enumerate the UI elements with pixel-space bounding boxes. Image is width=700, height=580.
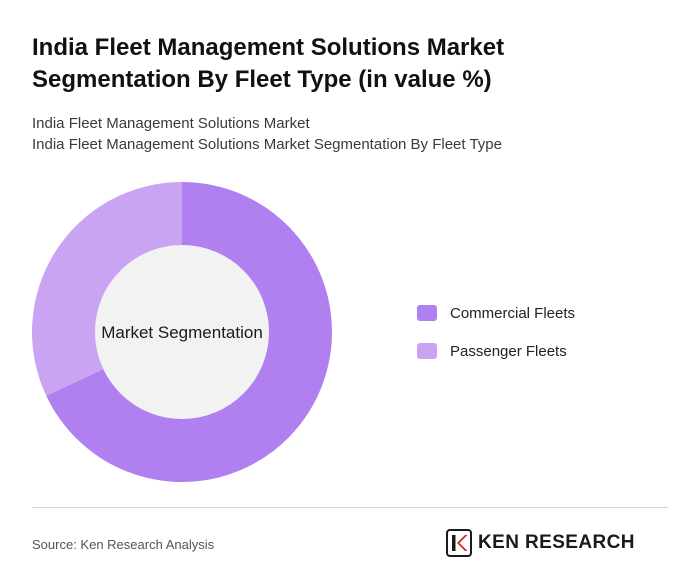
subtitle-line-2: India Fleet Management Solutions Market … <box>32 136 502 153</box>
subtitle-line-1: India Fleet Management Solutions Market <box>32 115 310 132</box>
donut-center-label: Market Segmentation <box>101 323 263 342</box>
donut-chart: Market Segmentation <box>32 182 333 482</box>
donut-hole <box>95 245 269 419</box>
chart-subtitle: India Fleet Management Solutions Market … <box>32 113 502 155</box>
source-text: Source: Ken Research Analysis <box>32 537 215 552</box>
legend-label: Commercial Fleets <box>450 304 576 322</box>
ken-research-logo: KEN RESEARCH <box>446 529 635 557</box>
logo-mark-icon <box>446 529 472 557</box>
legend-swatch <box>417 343 437 359</box>
legend-item-commercial-fleets[interactable]: Commercial Fleets <box>417 302 575 324</box>
legend-item-passenger-fleets[interactable]: Passenger Fleets <box>417 340 575 362</box>
logo-text: KEN RESEARCH <box>478 532 635 553</box>
chart-title: India Fleet Management Solutions Market … <box>32 34 505 93</box>
legend-swatch <box>417 305 437 321</box>
footer-divider <box>32 507 668 508</box>
legend-label: Passenger Fleets <box>450 342 567 360</box>
chart-legend: Commercial Fleets Passenger Fleets <box>417 302 575 378</box>
